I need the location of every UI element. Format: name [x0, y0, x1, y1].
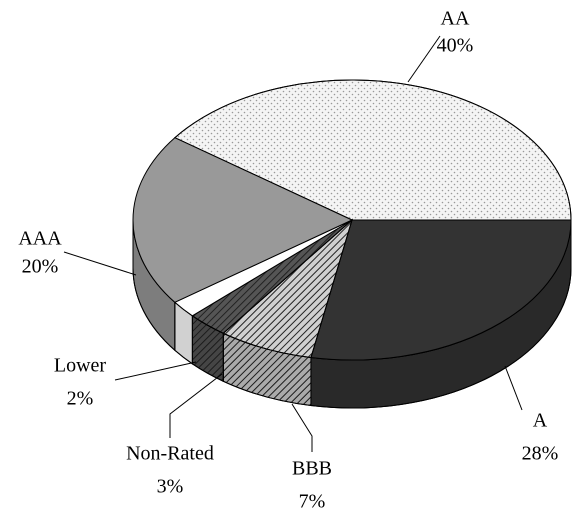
value-label: 7%	[299, 491, 326, 513]
category-label: BBB	[292, 458, 332, 480]
leader-line	[504, 365, 523, 411]
value-label: 3%	[157, 476, 184, 498]
value-label: 40%	[437, 35, 474, 57]
leader-line	[169, 373, 223, 438]
value-label: 28%	[522, 443, 559, 465]
pie-side-pattern	[192, 315, 224, 382]
leader-line	[407, 35, 441, 83]
pie-slice	[132, 137, 354, 303]
value-label: 20%	[22, 256, 59, 278]
category-label: Non-Rated	[126, 443, 214, 465]
leader-line	[114, 361, 197, 381]
category-label: A	[533, 410, 548, 432]
leader-line	[63, 251, 137, 276]
leader-line	[291, 403, 313, 452]
category-label: AAA	[18, 228, 62, 250]
value-label: 2%	[67, 388, 94, 410]
category-label: AA	[441, 8, 470, 30]
pie-side-pattern	[223, 333, 311, 406]
pie-slice	[310, 219, 572, 361]
category-label: Lower	[54, 355, 107, 377]
pie-slice-pattern	[173, 79, 572, 221]
